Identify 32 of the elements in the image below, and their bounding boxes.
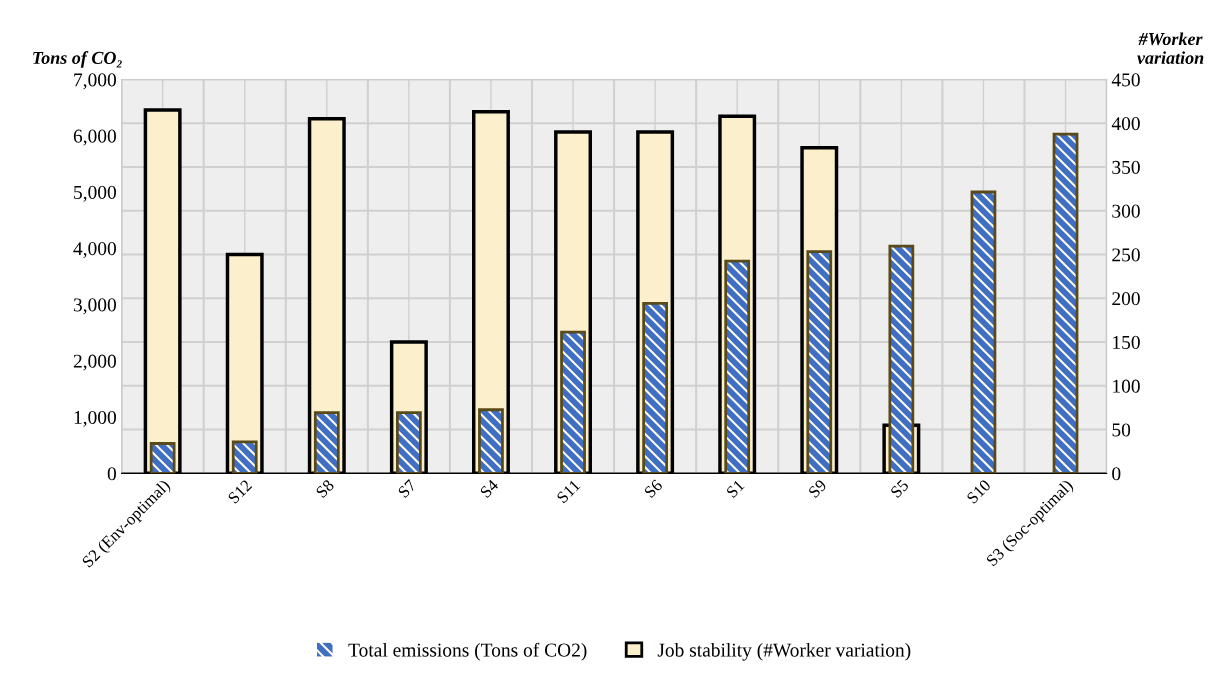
y2-tick-label: 0 xyxy=(1112,467,1121,481)
y2-tick-label: 250 xyxy=(1112,248,1140,262)
x-tick-label: S1 xyxy=(725,479,745,499)
x-tick-label: S12 xyxy=(227,479,253,505)
y2-tick-label: 200 xyxy=(1112,292,1140,306)
x-tick-label: S8 xyxy=(315,478,335,499)
y2-tick-label: 150 xyxy=(1113,335,1140,349)
y-tick-label: 0 xyxy=(107,467,116,481)
y-tick-label: 1,000 xyxy=(74,410,116,427)
y-tick-label: 7,000 xyxy=(74,73,116,90)
y-tick-label: 4,000 xyxy=(73,242,116,258)
y-tick-label: 2,000 xyxy=(73,354,116,371)
y2-tick-label: 350 xyxy=(1112,160,1140,174)
x-tick-label: S6 xyxy=(643,478,664,499)
y2-tick-label: 450 xyxy=(1111,73,1140,87)
x-tick-label: S11 xyxy=(556,479,581,504)
x-tick-label: S4 xyxy=(479,478,500,499)
y-tick-label: 6,000 xyxy=(73,129,116,146)
x-tick-label: S5 xyxy=(890,479,910,499)
y2-tick-label: 400 xyxy=(1111,117,1140,131)
y-tick-label: 3,000 xyxy=(73,298,116,315)
y-axis-title: Tons of CO₂ xyxy=(33,51,122,68)
y-tick-label: 5,000 xyxy=(74,185,116,202)
legend-label: Total emissions (Tons of CO2) xyxy=(348,642,587,661)
x-tick-label: S7 xyxy=(397,478,417,499)
y2-tick-label: 50 xyxy=(1112,423,1131,437)
y2-tick-label: 300 xyxy=(1112,204,1140,218)
x-tick-label: S9 xyxy=(808,479,828,499)
y2-tick-label: 100 xyxy=(1113,379,1140,393)
legend-label: Job stability (#Worker variation) xyxy=(657,642,911,661)
x-tick-label: S10 xyxy=(966,478,992,505)
y2-axis-title: #Worker variation xyxy=(1137,32,1204,64)
